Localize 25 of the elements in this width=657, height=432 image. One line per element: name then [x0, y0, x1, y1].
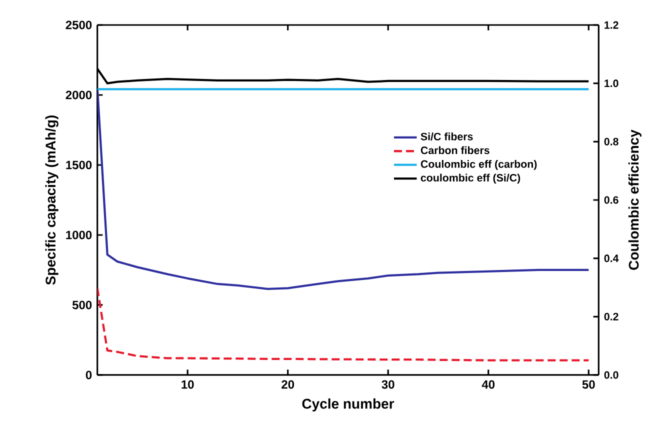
x-tick-label: 50 — [582, 380, 595, 389]
legend-label: Si/C fibers — [420, 132, 473, 140]
y-tick-label: 1500 — [66, 160, 92, 170]
y2-tick-label: 0.6 — [604, 196, 618, 204]
x-tick-label: 20 — [282, 380, 294, 389]
y-tick-label: 2000 — [66, 90, 92, 100]
legend-label: Carbon fibers — [420, 146, 490, 154]
x-tick-label: 10 — [182, 380, 194, 389]
legend-label: Coulombic eff (carbon) — [420, 160, 537, 170]
y2-tick-label: 0.8 — [604, 138, 618, 146]
y-tick-label: 500 — [72, 300, 92, 310]
x-axis-title: Cycle number — [302, 398, 394, 412]
y2-axis-title: Coulombic efficiency — [628, 130, 642, 270]
y2-tick-label: 0.0 — [604, 371, 618, 379]
y2-tick-label: 1.0 — [604, 80, 618, 88]
y2-tick-label: 0.4 — [604, 254, 619, 262]
y-tick-label: 0 — [86, 370, 92, 380]
x-tick-label: 30 — [382, 380, 394, 389]
y2-tick-label: 1.2 — [604, 21, 618, 29]
y-tick-label: 1000 — [66, 230, 92, 240]
y-axis-title: Specific capacity (mAh/g) — [45, 116, 58, 285]
x-tick-label: 40 — [482, 380, 495, 389]
y-tick-label: 2500 — [66, 20, 92, 30]
y2-tick-label: 0.2 — [604, 312, 618, 320]
legend-label: coulombic eff (Si/C) — [420, 174, 520, 184]
